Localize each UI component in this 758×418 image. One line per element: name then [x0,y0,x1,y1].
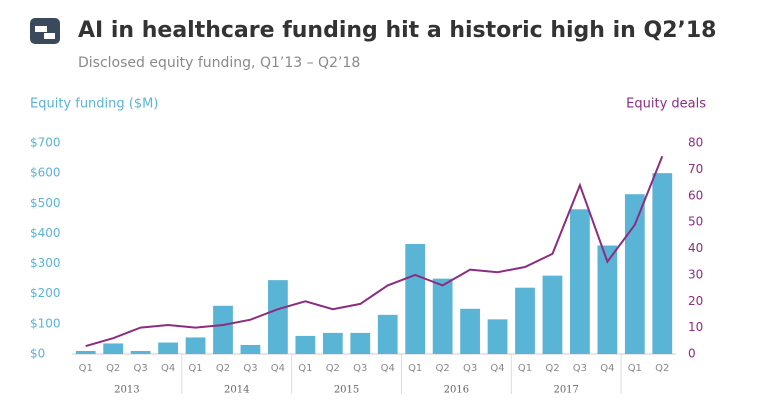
x-tick-label: Q2 [106,363,120,374]
bar [350,332,371,354]
x-tick-label: Q2 [545,363,559,374]
y2-tick-label: 0 [688,347,696,361]
bar [405,243,426,354]
y2-tick-label: 80 [688,136,703,150]
y-tick-label: $100 [30,316,61,330]
year-label: 2016 [444,385,469,396]
bar [597,245,618,354]
bar [75,350,96,354]
x-tick-label: Q2 [436,363,450,374]
y-tick-label: $500 [30,196,61,210]
y2-tick-label: 40 [688,241,703,255]
bar [515,287,535,354]
year-label: 2014 [224,385,249,396]
x-tick-label: Q1 [79,363,93,374]
year-label: 2017 [553,385,578,396]
chart-title: AI in healthcare funding hit a historic … [78,18,716,43]
x-tick-label: Q1 [628,363,642,374]
y-tick-label: $200 [30,286,61,300]
y2-tick-label: 60 [688,188,703,202]
y2-tick-label: 10 [688,320,703,334]
bar [377,314,398,354]
bar [240,344,261,354]
x-tick-label: Q4 [161,363,175,374]
bar [103,343,124,354]
y2-tick-label: 30 [688,267,703,281]
bar [542,275,563,354]
y-tick-label: $600 [30,166,61,180]
y-tick-label: $300 [30,256,61,270]
bar [487,319,508,354]
x-tick-label: Q3 [463,363,477,374]
x-tick-label: Q1 [298,363,312,374]
y2-tick-label: 50 [688,215,703,229]
logo [30,18,60,44]
bar [652,173,673,354]
year-label: 2013 [114,385,139,396]
y-tick-label: $400 [30,226,61,240]
bar [268,280,288,354]
bar [213,305,233,354]
x-tick-label: Q1 [188,363,202,374]
bar [570,209,590,354]
bar [130,350,151,354]
x-tick-label: Q3 [353,363,367,374]
bar [158,342,178,354]
x-tick-label: Q2 [216,363,230,374]
deals-line [85,155,664,348]
x-tick-label: Q4 [490,363,504,374]
x-tick-label: Q4 [381,363,395,374]
y2-tick-label: 70 [688,162,703,176]
bar [322,332,343,354]
x-tick-label: Q1 [518,363,532,374]
x-tick-label: Q4 [600,363,614,374]
x-tick-label: Q2 [326,363,340,374]
x-tick-label: Q2 [655,363,669,374]
y-tick-label: $700 [30,136,61,150]
x-tick-label: Q3 [134,363,148,374]
x-tick-label: Q3 [243,363,257,374]
bar [432,278,453,354]
y-axis-title: Equity funding ($M) [30,97,158,112]
bar [185,337,206,354]
y-tick-label: $0 [30,347,45,361]
bar [295,335,316,354]
bar [460,308,480,354]
x-tick-label: Q4 [271,363,285,374]
year-label: 2015 [334,385,359,396]
x-tick-label: Q1 [408,363,422,374]
x-tick-label: Q3 [573,363,587,374]
y2-tick-label: 20 [688,294,703,308]
bar [624,194,645,354]
chart-subtitle: Disclosed equity funding, Q1’13 – Q2’18 [78,55,360,71]
y2-axis-title: Equity deals [626,97,706,112]
